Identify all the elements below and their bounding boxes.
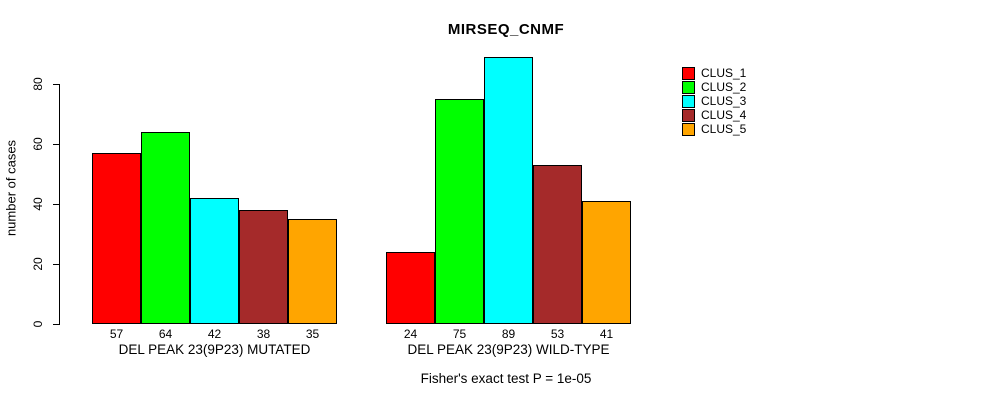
bar-value-label: 38 bbox=[256, 327, 271, 341]
bar-value-label: 24 bbox=[403, 327, 418, 341]
legend: CLUS_1 CLUS_2 CLUS_3 CLUS_4 CLUS_5 bbox=[682, 66, 746, 136]
y-tick-label: 20 bbox=[31, 257, 45, 271]
bar bbox=[190, 198, 239, 324]
bar bbox=[435, 99, 484, 324]
y-tick bbox=[53, 324, 59, 325]
chart-title: MIRSEQ_CNMF bbox=[447, 21, 565, 38]
legend-item: CLUS_1 bbox=[682, 66, 746, 80]
y-axis-line bbox=[59, 84, 60, 325]
bar bbox=[141, 132, 190, 324]
legend-item-label: CLUS_5 bbox=[701, 122, 747, 136]
legend-swatch bbox=[682, 80, 695, 94]
bar bbox=[386, 252, 435, 324]
bar-value-label: 53 bbox=[550, 327, 565, 341]
y-tick bbox=[53, 84, 59, 85]
legend-swatch bbox=[682, 122, 695, 136]
bar bbox=[533, 165, 582, 324]
legend-item-label: CLUS_3 bbox=[701, 94, 747, 108]
legend-item: CLUS_2 bbox=[682, 80, 746, 94]
bar bbox=[582, 201, 631, 324]
y-tick-label: 60 bbox=[31, 137, 45, 151]
y-tick-label: 80 bbox=[31, 77, 45, 91]
bar-value-label: 41 bbox=[599, 327, 614, 341]
bar bbox=[92, 153, 141, 324]
annotation-fisher-test: Fisher's exact test P = 1e-05 bbox=[420, 371, 592, 386]
group-label: DEL PEAK 23(9P23) MUTATED bbox=[118, 342, 311, 357]
legend-item-label: CLUS_1 bbox=[701, 66, 747, 80]
legend-item: CLUS_3 bbox=[682, 94, 746, 108]
group-label: DEL PEAK 23(9P23) WILD-TYPE bbox=[407, 342, 610, 357]
bar-value-label: 75 bbox=[452, 327, 467, 341]
bar bbox=[239, 210, 288, 324]
y-tick bbox=[53, 204, 59, 205]
legend-swatch bbox=[682, 108, 695, 122]
y-tick bbox=[53, 264, 59, 265]
bar-value-label: 42 bbox=[207, 327, 222, 341]
legend-item: CLUS_5 bbox=[682, 122, 746, 136]
y-tick bbox=[53, 144, 59, 145]
y-tick-label: 40 bbox=[31, 197, 45, 211]
legend-item-label: CLUS_4 bbox=[701, 108, 747, 122]
bar-value-label: 64 bbox=[158, 327, 173, 341]
bar-value-label: 89 bbox=[501, 327, 516, 341]
bar bbox=[484, 57, 533, 324]
legend-item-label: CLUS_2 bbox=[701, 80, 747, 94]
bar-value-label: 57 bbox=[109, 327, 124, 341]
y-axis-label: number of cases bbox=[3, 139, 19, 237]
bar bbox=[288, 219, 337, 324]
legend-swatch bbox=[682, 94, 695, 108]
legend-item: CLUS_4 bbox=[682, 108, 746, 122]
bar-value-label: 35 bbox=[305, 327, 320, 341]
legend-swatch bbox=[682, 66, 695, 80]
y-tick-label: 0 bbox=[31, 320, 45, 328]
